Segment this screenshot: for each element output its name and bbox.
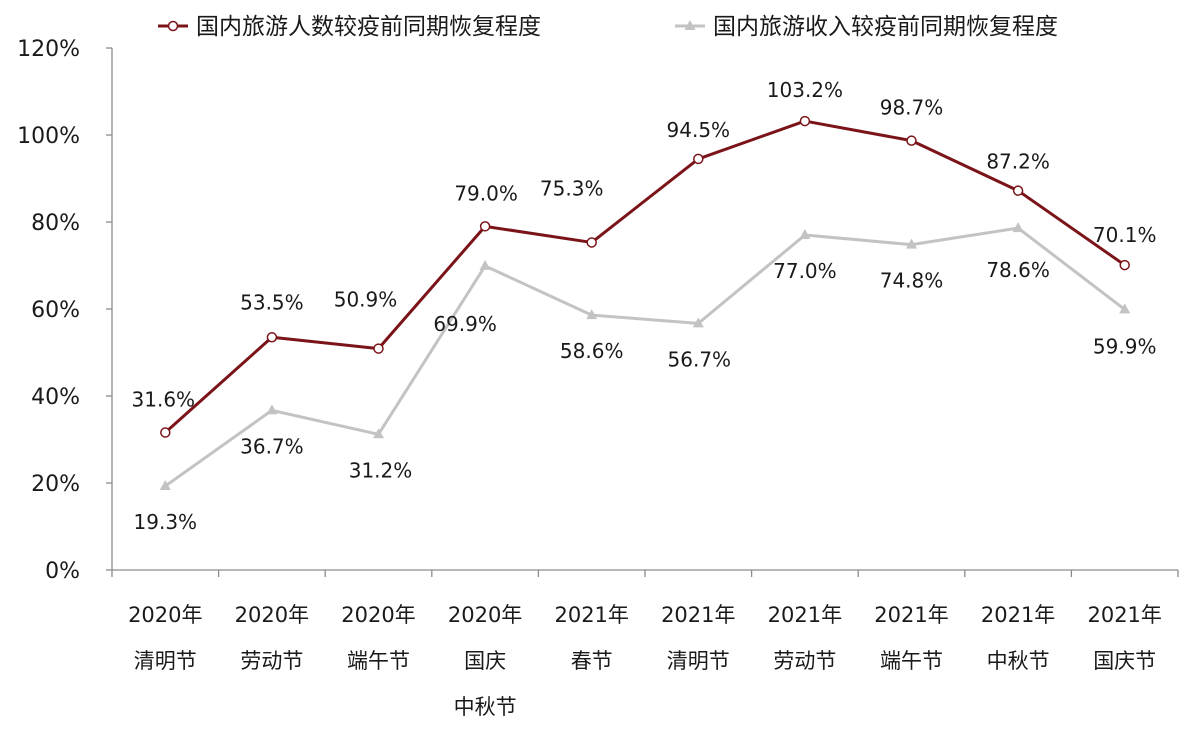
x-tick-label: 端午节 [880, 649, 943, 673]
data-point-visitors [586, 237, 597, 248]
data-point-revenue [159, 480, 171, 491]
data-label-visitors: 79.0% [454, 181, 518, 205]
data-point-visitors [160, 427, 171, 438]
y-tick-label: 0% [45, 559, 80, 584]
data-label-visitors: 31.6% [132, 388, 196, 412]
data-point-visitors [266, 332, 278, 343]
x-tick-label: 2020年 [128, 603, 202, 627]
data-label-visitors: 50.9% [334, 288, 398, 312]
data-label-visitors: 75.3% [540, 176, 604, 200]
data-point-visitors [693, 153, 704, 165]
x-tick-label: 2021年 [661, 603, 735, 627]
legend-item-visitors: 国内旅游人数较疫前同期恢复程度 [158, 14, 541, 40]
data-label-revenue: 31.2% [349, 458, 413, 482]
x-tick-label: 清明节 [134, 649, 197, 673]
x-tick-label: 2020年 [341, 603, 415, 627]
data-point-revenue [1119, 303, 1131, 314]
data-point-revenue [906, 238, 917, 249]
x-tick-label: 2020年 [235, 603, 309, 627]
data-point-visitors [1119, 259, 1130, 271]
data-label-visitors: 94.5% [667, 118, 731, 142]
y-tick-label: 80% [31, 211, 80, 236]
data-point-revenue [692, 317, 704, 328]
x-tick-label: 清明节 [667, 649, 730, 673]
data-label-revenue: 78.6% [986, 258, 1050, 282]
data-label-revenue: 36.7% [240, 434, 304, 458]
series-line-0 [164, 119, 1126, 434]
x-tick-label: 国庆节 [1093, 649, 1156, 673]
x-tick-label: 中秋节 [987, 649, 1050, 673]
y-tick-label: 60% [31, 298, 80, 323]
data-label-revenue: 56.7% [668, 347, 732, 371]
y-tick-label: 20% [31, 472, 80, 497]
x-tick-label: 2021年 [768, 603, 842, 627]
data-point-visitors [1012, 185, 1024, 196]
legend-marker-revenue [684, 20, 696, 30]
data-point-visitors [479, 221, 491, 232]
data-label-visitors: 53.5% [240, 290, 304, 314]
data-label-visitors: 98.7% [880, 96, 944, 120]
data-label-revenue: 69.9% [433, 312, 497, 336]
data-point-revenue [479, 259, 491, 270]
y-tick-label: 120% [17, 37, 80, 62]
data-point-revenue [586, 309, 598, 320]
data-point-revenue [1012, 222, 1024, 233]
x-tick-label: 劳动节 [773, 649, 836, 673]
data-point-visitors [906, 135, 917, 146]
x-tick-label: 2020年 [448, 603, 522, 627]
data-point-revenue [373, 428, 384, 439]
data-label-revenue: 19.3% [134, 510, 198, 534]
x-tick-label: 端午节 [347, 649, 410, 673]
x-tick-label: 2021年 [981, 603, 1055, 627]
data-labels: 31.6% 53.5% 50.9% 79.0% 75.3% 94.5% 103.2% 98.7… [132, 78, 1157, 534]
series-layer [159, 115, 1131, 491]
legend-item-revenue: 国内旅游收入较疫前同期恢复程度 [675, 14, 1058, 40]
data-label-visitors: 103.2% [767, 78, 843, 102]
legend: 国内旅游人数较疫前同期恢复程度 国内旅游收入较疫前同期恢复程度 [158, 14, 1058, 40]
legend-label-visitors: 国内旅游人数较疫前同期恢复程度 [196, 14, 541, 40]
data-label-revenue: 59.9% [1093, 334, 1157, 358]
data-label-revenue: 58.6% [560, 339, 624, 363]
legend-label-revenue: 国内旅游收入较疫前同期恢复程度 [713, 14, 1058, 40]
x-tick-label: 中秋节 [454, 695, 517, 719]
data-point-visitors [799, 115, 811, 127]
data-label-visitors: 70.1% [1093, 223, 1157, 247]
data-point-revenue [799, 229, 811, 240]
series-line-1 [164, 226, 1126, 488]
x-tick-label: 国庆 [464, 649, 506, 673]
x-tick-label: 2021年 [1087, 603, 1161, 627]
data-label-revenue: 74.8% [880, 269, 944, 293]
data-point-visitors [373, 343, 384, 354]
y-tick-label: 100% [17, 124, 80, 149]
data-label-revenue: 77.0% [773, 259, 837, 283]
data-point-revenue [266, 404, 278, 415]
data-label-visitors: 87.2% [986, 150, 1050, 174]
x-tick-label: 2021年 [554, 603, 628, 627]
legend-marker-visitors [167, 20, 179, 32]
x-tick-label: 劳动节 [240, 649, 303, 673]
x-tick-label: 春节 [571, 649, 613, 673]
x-tick-label: 2021年 [874, 603, 948, 627]
y-tick-label: 40% [31, 385, 80, 410]
